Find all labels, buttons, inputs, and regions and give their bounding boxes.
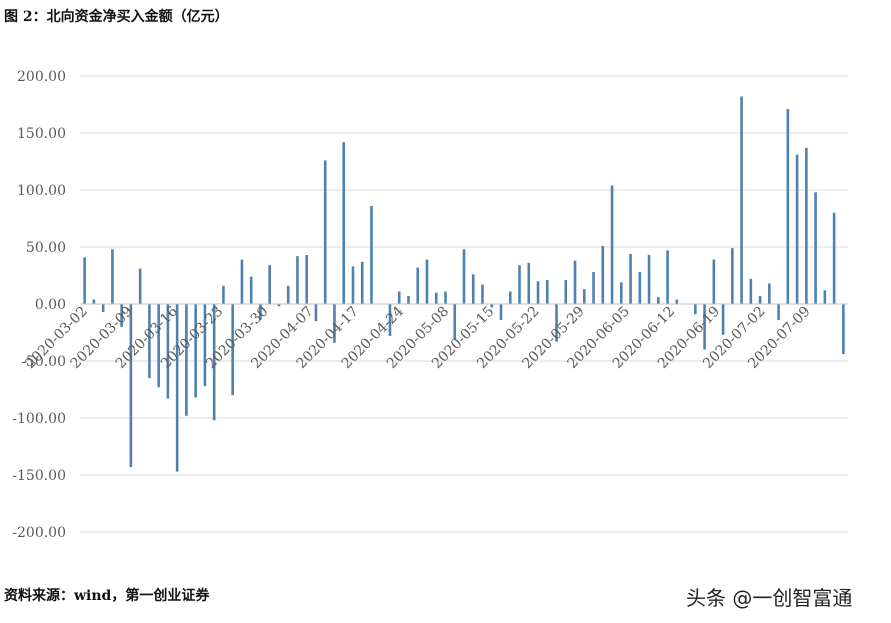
bar: [490, 304, 494, 308]
bar: [536, 281, 540, 304]
bar: [305, 254, 308, 304]
y-axis: 200.00 150.00 100.00 50.00 0.00 -50.00 -100.00…: [12, 69, 66, 541]
bar: [360, 261, 364, 304]
bar: [323, 160, 327, 304]
bar: [610, 185, 614, 304]
bar: [481, 284, 484, 304]
bar: [786, 109, 790, 304]
bar: [397, 291, 401, 304]
source-note: 资料来源：wind，第一创业证券: [4, 588, 210, 604]
bar: [333, 304, 336, 343]
bar: [314, 304, 318, 322]
bar: [814, 192, 817, 304]
bar: [249, 276, 253, 304]
bar: [425, 259, 429, 304]
bar: [83, 257, 86, 304]
bar: [545, 280, 549, 304]
bar: [268, 265, 271, 304]
bar: [286, 285, 290, 304]
bar: [573, 260, 577, 304]
bar: [148, 304, 151, 379]
bar: [703, 304, 706, 350]
bar: [138, 268, 142, 304]
bar: [166, 304, 170, 399]
bar: [712, 259, 716, 304]
watermark: 头条 @一创智富通: [686, 586, 853, 610]
bar: [555, 304, 558, 342]
bar: [527, 262, 531, 304]
bar: [444, 291, 447, 304]
bar: [129, 304, 133, 468]
bar: [647, 254, 651, 304]
y-tick-label: -150.00: [12, 468, 66, 484]
bar: [388, 304, 392, 336]
bar: [694, 304, 697, 315]
bar: [194, 304, 197, 398]
y-tick-label: -100.00: [12, 411, 66, 427]
bar: [296, 256, 299, 304]
bar: [795, 154, 799, 304]
bars: [83, 96, 845, 472]
bar: [111, 249, 114, 304]
bar: [777, 304, 780, 320]
bar: [832, 212, 836, 304]
bar: [731, 248, 734, 304]
bar: [768, 283, 771, 304]
bar: [222, 285, 225, 304]
bar: [92, 299, 96, 304]
bar: [407, 296, 410, 304]
bar: [416, 267, 420, 304]
bar: [342, 142, 346, 304]
bar: [370, 205, 373, 304]
bar: [592, 272, 595, 304]
y-tick-label: 0.00: [35, 297, 66, 313]
y-tick-label: -50.00: [21, 354, 66, 370]
bar: [434, 292, 438, 304]
bar: [721, 304, 725, 335]
bar: [666, 250, 669, 304]
bar: [601, 245, 605, 304]
bar: [518, 265, 521, 304]
bar: [351, 266, 355, 304]
bar: [657, 297, 660, 304]
bar: [620, 282, 623, 304]
bar: [564, 280, 568, 304]
y-tick-label: -200.00: [12, 525, 66, 541]
bar: [120, 304, 123, 327]
y-tick-label: 50.00: [26, 240, 66, 256]
chart-title: 图 2：北向资金净买入金额（亿元）: [4, 9, 229, 25]
bar: [758, 296, 762, 304]
y-tick-label: 150.00: [17, 126, 66, 142]
bar: [453, 304, 457, 340]
bar: [749, 278, 753, 304]
bar: [629, 253, 632, 304]
bar: [842, 304, 845, 355]
bar: [823, 290, 827, 304]
bar: [175, 304, 179, 472]
y-tick-label: 100.00: [17, 183, 66, 199]
bar: [508, 291, 512, 304]
bar: [185, 304, 188, 416]
bar: [675, 299, 679, 304]
bar: [157, 304, 160, 388]
bar: [231, 304, 234, 396]
bar: [203, 304, 207, 387]
bar: [582, 289, 586, 304]
bar: [638, 272, 642, 304]
bar: [240, 259, 244, 304]
bar: [277, 304, 281, 307]
bar: [471, 274, 475, 304]
bar: [740, 96, 743, 305]
bar: [805, 147, 808, 304]
bar: [212, 304, 216, 421]
bar: [101, 304, 105, 312]
bar: [462, 249, 466, 304]
y-tick-label: 200.00: [17, 69, 66, 85]
bar: [499, 304, 503, 320]
bar: [259, 304, 262, 320]
